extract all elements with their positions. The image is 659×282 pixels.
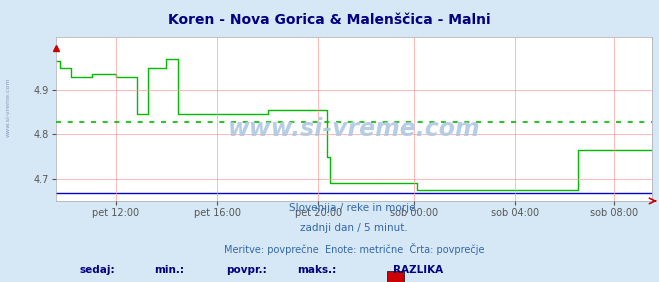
Text: Slovenija / reke in morje.: Slovenija / reke in morje. — [289, 202, 419, 213]
Text: Meritve: povprečne  Enote: metrične  Črta: povprečje: Meritve: povprečne Enote: metrične Črta:… — [224, 243, 484, 255]
Text: maks.:: maks.: — [298, 265, 337, 275]
Text: zadnji dan / 5 minut.: zadnji dan / 5 minut. — [301, 223, 408, 233]
Text: sedaj:: sedaj: — [80, 265, 115, 275]
Text: Koren - Nova Gorica & Malenščica - Malni: Koren - Nova Gorica & Malenščica - Malni — [168, 13, 491, 27]
Bar — [387, 271, 404, 282]
Text: www.si-vreme.com: www.si-vreme.com — [228, 117, 480, 141]
Text: povpr.:: povpr.: — [226, 265, 267, 275]
Text: min.:: min.: — [154, 265, 185, 275]
Text: RAZLIKA: RAZLIKA — [393, 265, 443, 275]
Text: www.si-vreme.com: www.si-vreme.com — [5, 78, 11, 137]
